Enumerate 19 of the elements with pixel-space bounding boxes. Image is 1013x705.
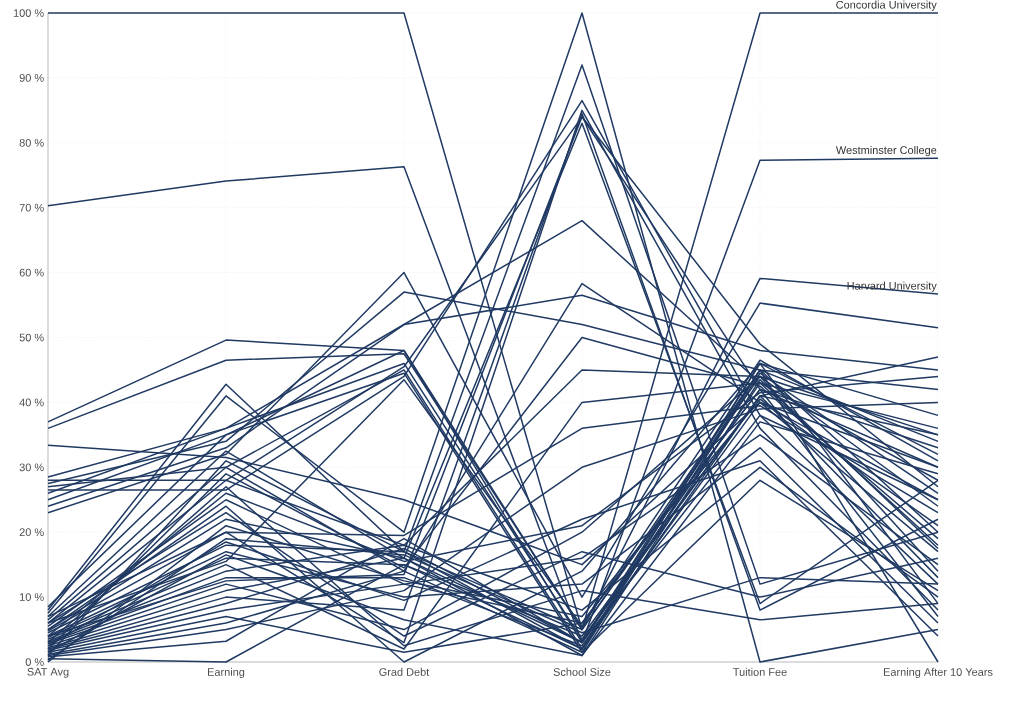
x-tick-label: Grad Debt — [379, 667, 430, 676]
y-tick-label: 0 % — [25, 658, 44, 666]
y-tick-label: 60 % — [19, 268, 44, 277]
y-tick-label: 80 % — [19, 138, 44, 147]
y-tick-label: 20 % — [19, 528, 44, 537]
x-tick-label: Earning — [208, 667, 245, 679]
y-tick-label: 50 % — [19, 333, 44, 342]
y-tick-label: 90 % — [19, 74, 44, 82]
y-tick-label: 10 % — [20, 593, 44, 601]
series-label: Westminster College — [835, 145, 937, 157]
x-tick-label: Tuition Fee — [733, 667, 787, 676]
y-tick-label: 70 % — [19, 203, 44, 212]
x-tick-label: SAT Avg — [27, 667, 69, 678]
y-tick-label: 100 % — [13, 9, 44, 17]
series-label: Concordia University — [836, 0, 937, 11]
x-tick-label: Earning After 10 Years — [883, 667, 993, 679]
x-tick-label: School Size — [553, 667, 611, 676]
y-tick-label: 40 % — [19, 398, 44, 407]
y-tick-label: 30 % — [19, 463, 44, 472]
